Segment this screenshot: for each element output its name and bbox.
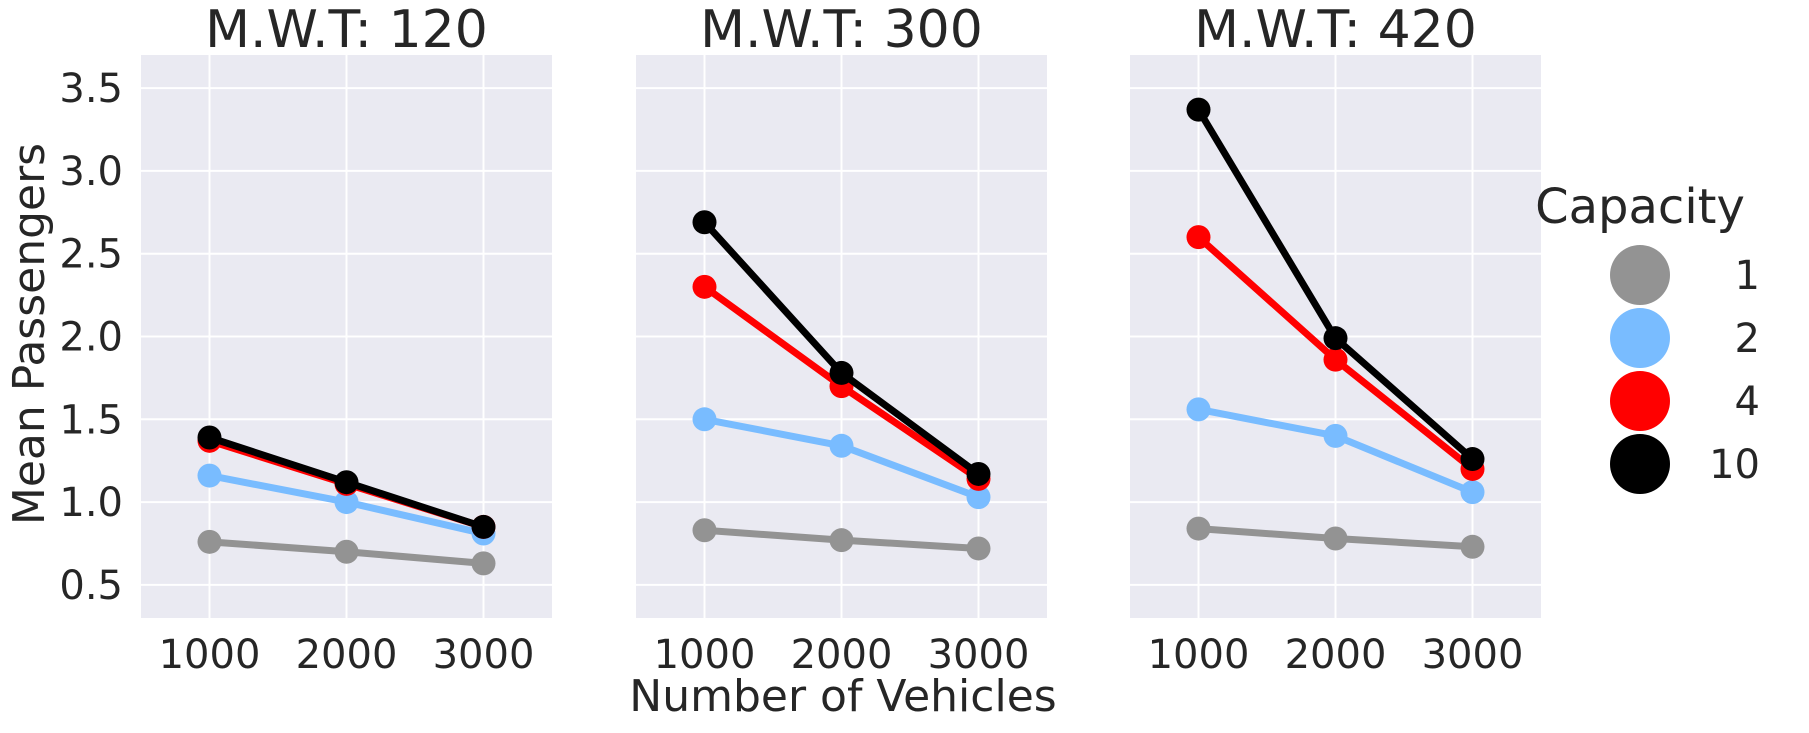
data-point	[829, 433, 854, 458]
series-2	[197, 463, 496, 546]
x-tick-label: 2000	[1285, 632, 1387, 678]
legend-label: 10	[1709, 442, 1760, 488]
series-10	[692, 210, 991, 486]
panel-title: M.W.T: 420	[1194, 0, 1477, 60]
data-point	[197, 463, 222, 488]
chart-panels: M.W.T: 120 1000 2000 3000 0.5 1.0 1.5 2.0 2.5 3.0…	[59, 0, 1541, 678]
y-tick-label: 2.0	[59, 315, 123, 361]
data-point	[1186, 225, 1211, 250]
x-tick-label: 1000	[654, 632, 756, 678]
data-point	[692, 407, 717, 432]
panel-2: M.W.T: 300 1000 2000 3000	[636, 0, 1047, 678]
y-tick-label: 3.5	[59, 66, 123, 112]
legend-entry: 2	[1610, 308, 1760, 368]
data-point	[197, 425, 222, 450]
data-point	[829, 528, 854, 553]
data-point	[1323, 526, 1348, 551]
data-point	[1186, 516, 1211, 541]
data-point	[966, 461, 991, 486]
data-point	[1460, 480, 1485, 505]
legend-entry: 4	[1610, 371, 1760, 431]
series-2	[692, 407, 991, 510]
data-point	[334, 539, 359, 564]
series-10	[197, 425, 496, 539]
legend-marker	[1610, 434, 1670, 494]
y-tick-label: 2.5	[59, 232, 123, 278]
y-tick-label: 1.5	[59, 397, 123, 443]
data-point	[829, 360, 854, 385]
data-point	[692, 518, 717, 543]
panel-title: M.W.T: 120	[205, 0, 488, 60]
data-point	[966, 536, 991, 561]
series-1	[197, 529, 496, 576]
data-point	[471, 551, 496, 576]
data-point	[692, 274, 717, 299]
data-point	[1186, 97, 1211, 122]
y-axis-label: Mean Passengers	[4, 143, 55, 525]
series-10	[1186, 97, 1485, 472]
x-tick-label: 1000	[1148, 632, 1250, 678]
series-1	[692, 518, 991, 561]
legend-entry: 10	[1610, 434, 1760, 494]
series-1	[1186, 516, 1485, 559]
y-tick-label: 0.5	[59, 563, 123, 609]
panel-1: M.W.T: 120 1000 2000 3000 0.5 1.0 1.5 2.0 2.5 3.0…	[59, 0, 552, 678]
series-2	[1186, 397, 1485, 505]
legend-label: 2	[1735, 316, 1760, 362]
data-point	[966, 485, 991, 510]
data-point	[692, 210, 717, 235]
x-tick-label: 3000	[928, 632, 1030, 678]
x-tick-label: 3000	[433, 632, 535, 678]
x-axis-label: Number of Vehicles	[629, 671, 1056, 722]
y-tick-label: 1.0	[59, 480, 123, 526]
data-point	[471, 514, 496, 539]
legend-marker	[1610, 308, 1670, 368]
legend: Capacity 1 2 4 10	[1535, 179, 1760, 494]
legend-title: Capacity	[1535, 179, 1745, 235]
data-point	[1323, 347, 1348, 372]
data-point	[1186, 397, 1211, 422]
legend-marker	[1610, 371, 1670, 431]
x-tick-label: 2000	[791, 632, 893, 678]
legend-entry: 1	[1610, 245, 1760, 305]
data-point	[1323, 423, 1348, 448]
legend-label: 4	[1735, 379, 1760, 425]
data-point	[1460, 447, 1485, 472]
x-tick-label: 3000	[1422, 632, 1524, 678]
panel-3: M.W.T: 420 1000 2000 3000	[1130, 0, 1541, 678]
data-point	[197, 529, 222, 554]
data-point	[1323, 326, 1348, 351]
panel-title: M.W.T: 300	[700, 0, 983, 60]
x-tick-label: 1000	[159, 632, 261, 678]
legend-label: 1	[1735, 253, 1760, 299]
data-point	[334, 470, 359, 495]
x-tick-label: 2000	[296, 632, 398, 678]
legend-marker	[1610, 245, 1670, 305]
data-point	[1460, 534, 1485, 559]
data-point	[334, 490, 359, 515]
y-tick-label: 3.0	[59, 149, 123, 195]
